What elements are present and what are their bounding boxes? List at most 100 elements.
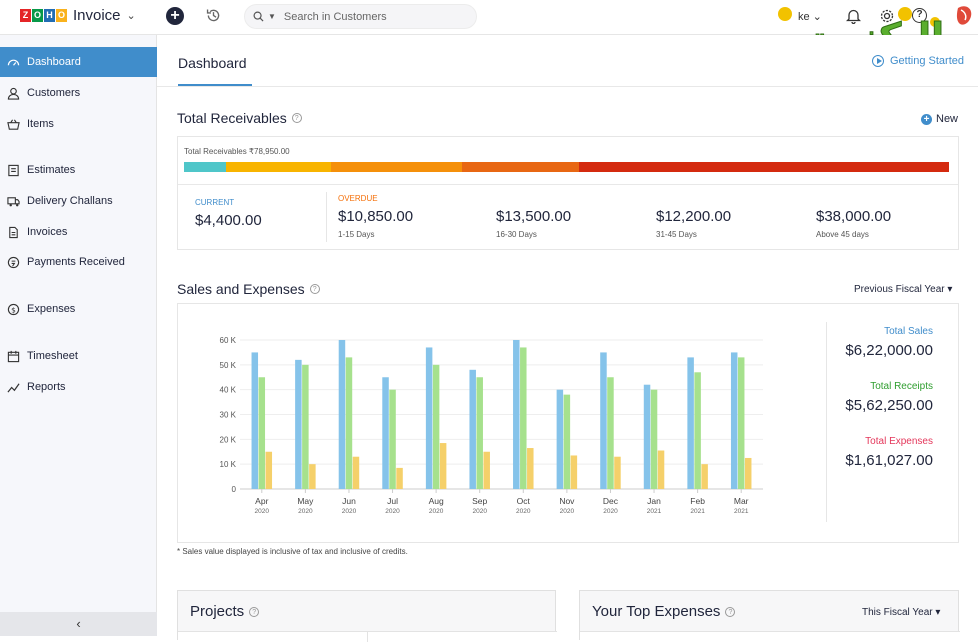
bar-sales <box>251 352 259 489</box>
bar-expenses <box>570 455 578 489</box>
bar-expenses <box>657 450 665 489</box>
top-expenses-period-dropdown[interactable]: This Fiscal Year ▾ <box>862 607 941 618</box>
y-tick-label: 0 <box>232 485 237 494</box>
sidebar-item-dashboard[interactable]: Dashboard <box>0 47 157 77</box>
top-expenses-card: Your Top Expenses ? This Fiscal Year ▾ <box>579 590 960 641</box>
sidebar-item-label: Items <box>27 118 54 130</box>
search-input[interactable]: Search in Customers <box>283 10 387 23</box>
sidebar-item-invoices[interactable]: Invoices <box>0 217 157 247</box>
x-tick-year: 2020 <box>516 508 531 515</box>
sidebar: Dashboard Customers Items Estimates Deli… <box>0 35 157 636</box>
help-icon[interactable]: ? <box>291 113 302 123</box>
org-name: ke <box>798 11 810 23</box>
page-header: Dashboard Getting Started <box>157 35 978 87</box>
projects-card: Projects ? <box>177 590 557 642</box>
y-tick-label: 40 K <box>220 386 237 395</box>
x-tick-year: 2021 <box>734 508 749 515</box>
logo-letter: Z <box>20 9 31 22</box>
spacer <box>816 194 891 203</box>
receivables-bar-segment <box>226 162 331 172</box>
current-receivable[interactable]: CURRENT $4,400.00 <box>195 198 262 229</box>
x-tick-year: 2020 <box>603 508 618 515</box>
main-content: Dashboard Getting Started Total Receivab… <box>157 35 978 642</box>
sidebar-item-payments-received[interactable]: Payments Received <box>0 247 157 277</box>
sidebar-item-expenses[interactable]: $ Expenses <box>0 294 157 324</box>
help-icon[interactable]: ? <box>249 606 260 617</box>
bar-receipts <box>694 372 701 489</box>
bar-receipts <box>432 364 440 489</box>
bar-expenses <box>352 456 360 489</box>
sidebar-item-reports[interactable]: Reports <box>0 372 157 402</box>
bell-icon[interactable] <box>846 8 861 24</box>
bar-receipts <box>302 364 309 489</box>
y-tick-label: 50 K <box>220 361 237 370</box>
truck-icon <box>7 196 20 206</box>
sidebar-item-delivery-challans[interactable]: Delivery Challans <box>0 186 157 216</box>
x-tick-year: 2020 <box>255 508 270 515</box>
total-receipts: Total Receipts $5,62,250.00 <box>845 381 933 414</box>
bucket-amount: $38,000.00 <box>816 208 892 225</box>
current-label: CURRENT <box>195 198 235 207</box>
top-bar: Z O H O Invoice ⌄ + ▼ Search in Customer… <box>0 0 978 60</box>
bucket-range: 1-15 Days <box>338 230 375 239</box>
total-expenses-value: $1,61,027.00 <box>845 452 933 469</box>
overdue-bucket-4[interactable]: $38,000.00 Above 45 days <box>816 194 891 239</box>
calendar-icon <box>7 350 20 362</box>
x-tick-year: 2020 <box>385 508 400 515</box>
bucket-amount: $13,500.00 <box>496 208 572 225</box>
search-bar[interactable]: ▼ Search in Customers <box>244 4 477 29</box>
receivables-title: Total Receivables ? <box>177 110 302 126</box>
total-expenses-label: Total Expenses <box>865 436 933 447</box>
x-tick-year: 2021 <box>690 508 705 515</box>
sidebar-item-customers[interactable]: Customers <box>0 78 157 108</box>
total-expenses: Total Expenses $1,61,027.00 <box>845 436 933 469</box>
overdue-bucket-3[interactable]: $12,200.00 31-45 Days <box>656 194 731 239</box>
help-icon[interactable]: ? <box>309 284 320 294</box>
overdue-bucket-1[interactable]: OVERDUE $10,850.00 1-15 Days <box>338 194 413 239</box>
top-expenses-title-text: Your Top Expenses <box>592 603 721 620</box>
divider <box>826 322 827 522</box>
sidebar-item-estimates[interactable]: Estimates <box>0 155 157 185</box>
x-tick-label: Mar <box>734 496 749 506</box>
basket-icon <box>7 119 20 130</box>
new-receivable-button[interactable]: + New <box>921 113 958 125</box>
bar-expenses <box>527 448 534 489</box>
sidebar-item-timesheet[interactable]: Timesheet <box>0 341 157 371</box>
bucket-range: 31-45 Days <box>656 230 697 239</box>
plus-icon: + <box>921 113 932 125</box>
sales-footnote: * Sales value displayed is inclusive of … <box>177 547 408 556</box>
total-receivables-label: Total Receivables ₹78,950.00 <box>184 147 290 156</box>
sales-title: Sales and Expenses ? <box>177 281 320 297</box>
collapse-sidebar-button[interactable]: ‹ <box>0 612 157 636</box>
bar-receipts <box>737 357 745 489</box>
gear-icon[interactable] <box>879 8 895 24</box>
help-icon[interactable]: ? <box>725 606 736 617</box>
getting-started-link[interactable]: Getting Started <box>872 55 964 67</box>
y-tick-label: 10 K <box>220 460 237 469</box>
overdue-bucket-2[interactable]: $13,500.00 16-30 Days <box>496 194 571 239</box>
chart-line-icon <box>7 382 20 393</box>
app-switcher[interactable]: Z O H O Invoice ⌄ <box>20 7 136 24</box>
sales-expenses-chart: 0 10 K 20 K 30 K 40 K 50 K 60 K Apr 2020 May 2020 J… <box>220 336 763 515</box>
x-tick-year: 2020 <box>342 508 357 515</box>
bar-sales <box>382 377 389 489</box>
total-sales-label: Total Sales <box>884 326 933 337</box>
receivables-bar-segment <box>330 162 462 172</box>
bar-sales <box>556 389 564 489</box>
history-icon[interactable] <box>205 7 222 24</box>
bar-receipts <box>389 389 396 489</box>
bar-sales <box>643 384 651 489</box>
help-icon[interactable]: ? <box>912 8 927 23</box>
sales-period-dropdown[interactable]: Previous Fiscal Year ▾ <box>854 284 953 295</box>
divider <box>178 184 958 185</box>
projects-title-text: Projects <box>190 603 245 620</box>
bucket-range: 16-30 Days <box>496 230 537 239</box>
org-switcher[interactable]: ke ⌄ <box>798 11 822 23</box>
sidebar-item-items[interactable]: Items <box>0 109 157 139</box>
x-tick-label: Apr <box>255 496 268 506</box>
x-tick-label: Jan <box>647 496 661 506</box>
bar-expenses <box>265 451 273 489</box>
search-filter-caret-icon[interactable]: ▼ <box>268 12 276 21</box>
bar-sales <box>469 369 476 489</box>
quick-create-button[interactable]: + <box>166 7 184 25</box>
